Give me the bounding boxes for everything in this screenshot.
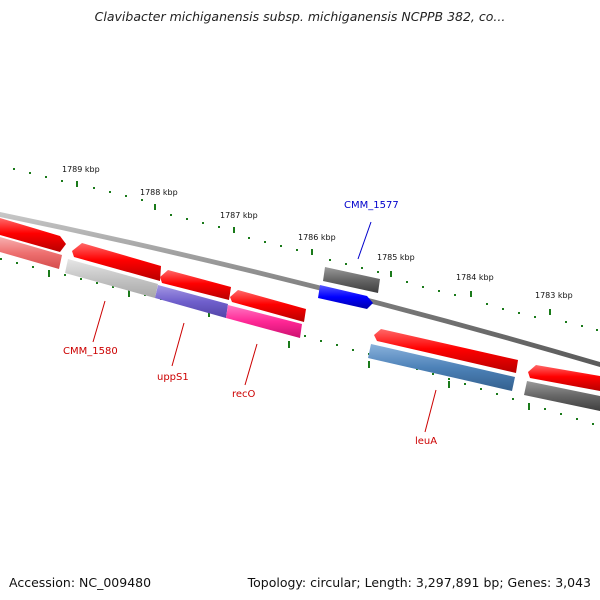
leader-line xyxy=(244,343,258,386)
genome-backbone xyxy=(0,212,600,367)
tick-label: 1785 kbp xyxy=(377,253,415,262)
cds-feature[interactable] xyxy=(72,243,161,281)
gene-feature-leua[interactable] xyxy=(368,344,515,391)
leader-line xyxy=(357,221,372,260)
outer-ruler xyxy=(13,168,598,331)
accession-text: Accession: NC_009480 xyxy=(9,575,152,590)
tick-label: 1784 kbp xyxy=(456,273,494,282)
cds-feature[interactable] xyxy=(230,290,306,322)
gene-feature-pale[interactable] xyxy=(0,237,62,269)
gene-feature-reco[interactable] xyxy=(226,305,302,338)
leader-line xyxy=(92,300,106,343)
tick-label: 1789 kbp xyxy=(62,165,100,174)
tick-label: 1787 kbp xyxy=(220,211,258,220)
gene-track xyxy=(0,237,600,411)
gene-feature-cmm1580[interactable] xyxy=(65,259,158,298)
tick-label: 1786 kbp xyxy=(298,233,336,242)
tick-label: 1783 kbp xyxy=(535,291,573,300)
gene-feature-dark[interactable] xyxy=(323,267,380,293)
leader-line xyxy=(171,322,185,367)
genome-summary-text: Topology: circular; Length: 3,297,891 bp… xyxy=(247,575,591,590)
map-title: Clavibacter michiganensis subsp. michiga… xyxy=(94,9,506,24)
gene-label-reco[interactable]: recO xyxy=(232,389,256,400)
cds-feature[interactable] xyxy=(160,270,231,300)
gene-label-upps1[interactable]: uppS1 xyxy=(157,372,189,383)
gene-feature-cmm1577[interactable] xyxy=(318,285,373,309)
forward-cds-track xyxy=(0,218,600,391)
cds-feature[interactable] xyxy=(528,365,600,391)
gene-feature-upps1[interactable] xyxy=(155,285,228,318)
gene-label-cmm1577[interactable]: CMM_1577 xyxy=(344,200,399,211)
gene-label-leua[interactable]: leuA xyxy=(415,436,437,447)
gene-label-cmm1580[interactable]: CMM_1580 xyxy=(63,346,118,357)
tick-label: 1788 kbp xyxy=(140,188,178,197)
leader-line xyxy=(424,389,437,433)
cds-feature[interactable] xyxy=(374,329,518,373)
gene-feature-dark[interactable] xyxy=(524,381,600,411)
cds-feature[interactable] xyxy=(0,218,66,252)
